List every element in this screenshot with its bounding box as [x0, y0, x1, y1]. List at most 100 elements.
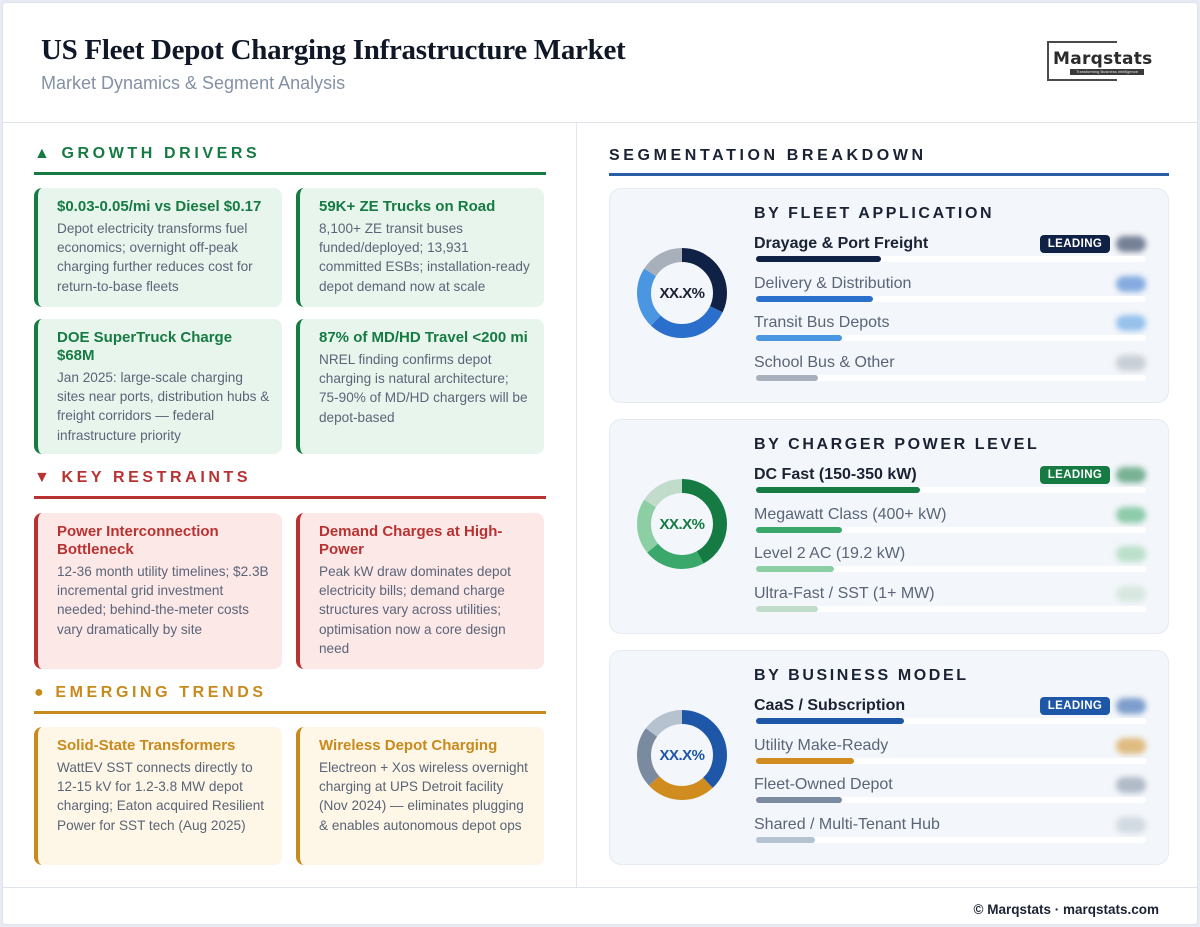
blurred-value: [1116, 467, 1146, 483]
share-bar-track: [756, 757, 1146, 764]
donut-center-value: XX.X%: [659, 515, 705, 533]
segment-label: Megawatt Class (400+ kW): [754, 505, 947, 523]
key-restraints-rule: [34, 496, 546, 499]
card-body: 12-36 month utility timelines; $2.3B inc…: [57, 564, 269, 637]
growth-drivers-heading: ▲ GROWTH DRIVERS: [34, 145, 260, 165]
segment-row: Shared / Multi-Tenant Hub: [754, 816, 1148, 852]
share-bar-track: [756, 526, 1146, 533]
segment-row: Megawatt Class (400+ kW): [754, 506, 1148, 542]
share-bar-track: [756, 487, 1146, 493]
share-bar-track: [756, 374, 1146, 381]
card-title: Wireless Depot Charging: [319, 737, 498, 754]
share-bar-track: [756, 335, 1146, 341]
share-bar-track: [756, 605, 1146, 612]
panel-title: BY CHARGER POWER LEVEL: [754, 436, 1040, 453]
card-body: Jan 2025: large-scale charging sites nea…: [57, 370, 270, 443]
trend-card: Solid-State Transformers WattEV SST conn…: [34, 727, 282, 865]
share-bar-track: [756, 566, 1146, 572]
blurred-value: [1116, 546, 1146, 562]
column-divider: [576, 123, 577, 888]
blurred-value: [1116, 275, 1146, 292]
blurred-value: [1116, 315, 1146, 331]
segment-label: Transit Bus Depots: [754, 314, 890, 331]
share-bar-fill: [756, 487, 920, 493]
key-restraints-label: KEY RESTRAINTS: [61, 469, 252, 486]
triangle-down-icon: ▼: [34, 469, 54, 486]
share-bar-fill: [756, 335, 842, 341]
card-title: DOE SuperTruck Charge $68M: [57, 329, 233, 364]
segment-label: Fleet-Owned Depot: [754, 776, 893, 793]
segment-panel-charger-power-level: XX.X% BY CHARGER POWER LEVEL DC Fast (150-…: [609, 419, 1169, 634]
marqstats-logo: Marqstats Transforming Business Intellig…: [1047, 41, 1165, 81]
share-bar-track: [756, 718, 1146, 724]
segment-label: CaaS / Subscription: [754, 697, 906, 714]
leading-badge: LEADING: [1040, 466, 1110, 484]
key-restraints-heading: ▼ KEY RESTRAINTS: [34, 469, 251, 489]
segment-row: School Bus & Other: [754, 354, 1148, 390]
card-body: NREL finding confirms depot charging is …: [319, 352, 528, 425]
logo-tagline: Transforming Business Intelligence: [1070, 69, 1144, 75]
segment-row: Utility Make-Ready: [754, 737, 1148, 773]
logo-frame: [1047, 41, 1117, 81]
card-title: 87% of MD/HD Travel <200 mi: [319, 329, 528, 346]
segment-label: Utility Make-Ready: [754, 736, 889, 754]
segment-row: Delivery & Distribution: [754, 275, 1148, 311]
segment-label: DC Fast (150-350 kW): [754, 466, 917, 483]
segment-label: School Bus & Other: [754, 353, 895, 371]
segment-row: Drayage & Port Freight LEADING: [754, 235, 1148, 271]
card-title: Demand Charges at High-Power: [319, 523, 503, 558]
share-bar-fill: [756, 797, 842, 803]
card-title: 59K+ ZE Trucks on Road: [319, 198, 496, 215]
donut-chart-icon: [637, 479, 727, 569]
triangle-up-icon: ▲: [34, 145, 54, 162]
leading-badge: LEADING: [1040, 235, 1110, 253]
segment-row: Transit Bus Depots: [754, 314, 1148, 350]
share-bar-fill: [756, 256, 881, 262]
donut-chart-icon: [637, 248, 727, 338]
driver-card: DOE SuperTruck Charge $68M Jan 2025: lar…: [34, 319, 282, 454]
segment-label: Delivery & Distribution: [754, 274, 912, 292]
driver-card: 87% of MD/HD Travel <200 mi NREL finding…: [296, 319, 544, 454]
share-bar-fill: [756, 566, 834, 572]
panel-title: BY FLEET APPLICATION: [754, 205, 995, 222]
segment-panel-fleet-application: XX.X% BY FLEET APPLICATION Drayage & Port …: [609, 188, 1169, 403]
emerging-trends-heading: ● EMERGING TRENDS: [34, 684, 267, 704]
blurred-value: [1116, 777, 1146, 793]
card-body: 8,100+ ZE transit buses funded/deployed;…: [319, 221, 530, 294]
blurred-value: [1116, 698, 1146, 714]
page-title: US Fleet Depot Charging Infrastructure M…: [41, 34, 626, 66]
page-subtitle: Market Dynamics & Segment Analysis: [41, 73, 346, 93]
share-bar-track: [756, 797, 1146, 803]
donut-chart-icon: [637, 710, 727, 800]
blurred-value: [1116, 737, 1146, 754]
segment-label: Level 2 AC (19.2 kW): [754, 545, 906, 562]
trend-card: Wireless Depot Charging Electreon + Xos …: [296, 727, 544, 865]
blurred-value: [1116, 236, 1146, 252]
share-bar-fill: [756, 295, 873, 302]
logo-wordmark: Marqstats: [1053, 49, 1153, 69]
segment-row: Ultra-Fast / SST (1+ MW): [754, 585, 1148, 621]
card-body: Depot electricity transforms fuel econom…: [57, 221, 253, 294]
segment-label: Drayage & Port Freight: [754, 235, 929, 252]
blurred-value: [1116, 506, 1146, 523]
share-bar-fill: [756, 374, 818, 381]
card-title: Power Interconnection Bottleneck: [57, 523, 219, 558]
card-title: Solid-State Transformers: [57, 737, 236, 754]
restraint-card: Demand Charges at High-Power Peak kW dra…: [296, 513, 544, 669]
dot-icon: ●: [34, 684, 48, 701]
donut-center-value: XX.X%: [659, 284, 705, 302]
blurred-value: [1116, 585, 1146, 602]
share-bar-track: [756, 256, 1146, 262]
segment-row: DC Fast (150-350 kW) LEADING: [754, 466, 1148, 502]
driver-card: $0.03-0.05/mi vs Diesel $0.17 Depot elec…: [34, 188, 282, 307]
share-bar-track: [756, 836, 1146, 843]
leading-badge: LEADING: [1040, 697, 1110, 715]
share-bar-fill: [756, 718, 904, 724]
emerging-trends-rule: [34, 711, 546, 714]
card-body: Peak kW draw dominates depot electricity…: [319, 564, 511, 656]
card-title: $0.03-0.05/mi vs Diesel $0.17: [57, 198, 262, 215]
segmentation-heading: SEGMENTATION BREAKDOWN: [609, 147, 927, 164]
segment-label: Ultra-Fast / SST (1+ MW): [754, 584, 935, 602]
driver-card: 59K+ ZE Trucks on Road 8,100+ ZE transit…: [296, 188, 544, 307]
